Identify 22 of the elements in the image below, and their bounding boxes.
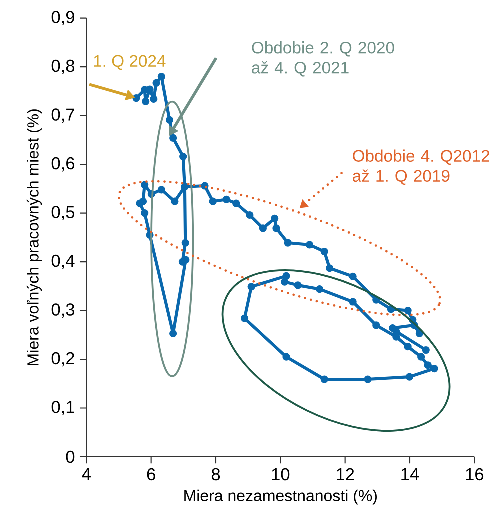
y-tick-label: 0,3	[52, 304, 74, 318]
x-tick-label: 6	[147, 468, 156, 481]
y-tick-label: 0,4	[52, 254, 75, 270]
y-tick-label: 0	[66, 450, 74, 464]
y-tick-label: 0,5	[52, 206, 74, 220]
y-tick-label: 0,7	[52, 108, 74, 123]
x-tick-label: 14	[401, 468, 419, 480]
y-tick-label: 0,2	[52, 352, 74, 367]
x-tick-label: 10	[272, 468, 290, 481]
annotation: 1. Q 2024	[94, 55, 166, 70]
y-tick-label: 0,8	[52, 60, 74, 74]
y-axis-title: Miera voľných pracovných miest (%)	[26, 110, 42, 366]
x-tick-label: 12	[336, 468, 354, 480]
x-axis-title: Miera nezamestnanosti (%)	[184, 490, 377, 505]
x-tick-label: 4	[82, 468, 91, 480]
y-tick-label: 0,6	[52, 157, 74, 172]
x-tick-label: 8	[212, 468, 220, 481]
y-tick-label: 0,9	[52, 11, 74, 26]
y-tick-label: 0,1	[52, 401, 74, 416]
annotation: Obdobie 4. Q2012 až 1. Q 2019	[352, 150, 490, 186]
annotation: Obdobie 2. Q 2020 až 4. Q 2021	[252, 42, 394, 77]
x-tick-label: 16	[466, 468, 484, 481]
